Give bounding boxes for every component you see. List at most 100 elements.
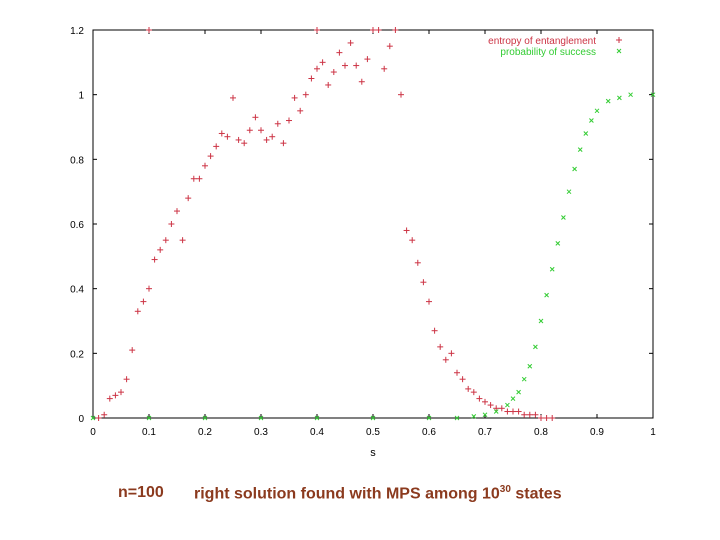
point-entropy-of-entanglement [504,408,511,415]
x-tick-label: 0.8 [534,427,548,438]
point-entropy-of-entanglement [302,91,309,98]
point-entropy-of-entanglement [118,389,124,396]
point-entropy-of-entanglement [543,415,550,421]
point-probability-of-success [521,376,527,382]
point-entropy-of-entanglement [398,91,404,98]
legend-label: probability of success [500,47,596,58]
point-entropy-of-entanglement [448,350,455,357]
caption-exponent: 30 [499,484,511,495]
point-entropy-of-entanglement [106,395,113,402]
point-probability-of-success [617,95,622,101]
y-tick-label: 0.6 [70,220,84,231]
point-entropy-of-entanglement [263,136,270,143]
x-tick-label: 0.3 [254,427,268,438]
point-entropy-of-entanglement [532,411,539,418]
point-entropy-of-entanglement [431,327,438,334]
point-entropy-of-entanglement [370,27,376,33]
point-entropy-of-entanglement [190,175,197,182]
point-entropy-of-entanglement [123,376,130,383]
point-entropy-of-entanglement [319,59,326,66]
point-entropy-of-entanglement [487,402,494,409]
point-probability-of-success [471,414,477,419]
point-entropy-of-entanglement [168,221,175,227]
point-entropy-of-entanglement [146,27,152,33]
point-entropy-of-entanglement [134,308,141,315]
x-tick-label: 0.9 [590,427,604,438]
point-entropy-of-entanglement [274,120,281,127]
point-probability-of-success [577,147,583,152]
point-entropy-of-entanglement [476,395,483,402]
point-entropy-of-entanglement [325,81,332,88]
point-entropy-of-entanglement [224,133,231,140]
x-tick-label: 0.6 [422,427,436,438]
point-entropy-of-entanglement [314,65,320,72]
point-entropy-of-entanglement [470,389,477,396]
caption-prefix: right solution found with MPS among 10 [194,485,500,503]
point-probability-of-success [516,389,521,395]
point-probability-of-success [561,215,566,220]
x-tick-label: 0.2 [198,427,212,438]
point-entropy-of-entanglement [157,246,164,253]
point-entropy-of-entanglement [414,259,421,266]
point-entropy-of-entanglement [358,78,365,85]
point-entropy-of-entanglement [381,65,388,72]
point-entropy-of-entanglement [498,405,505,412]
point-entropy-of-entanglement [162,237,169,244]
point-probability-of-success [454,415,460,421]
point-probability-of-success [555,241,561,246]
point-entropy-of-entanglement [146,285,152,292]
point-entropy-of-entanglement [403,227,410,234]
point-probability-of-success [549,266,555,272]
point-probability-of-success [90,415,96,421]
point-probability-of-success [544,292,549,298]
point-probability-of-success [538,318,544,324]
y-tick-label: 0.8 [70,155,84,166]
point-probability-of-success [370,415,376,421]
point-probability-of-success [510,396,516,401]
point-entropy-of-entanglement [252,114,259,121]
point-entropy-of-entanglement [101,411,108,418]
legend-marker [616,37,622,43]
x-tick-label: 0.5 [366,427,380,438]
point-entropy-of-entanglement [420,279,427,286]
caption-right: right solution found with MPS among 1030… [194,484,562,503]
point-probability-of-success [589,118,594,123]
point-entropy-of-entanglement [454,369,460,376]
point-entropy-of-entanglement [95,415,102,421]
point-entropy-of-entanglement [437,343,444,350]
point-entropy-of-entanglement [218,130,225,137]
point-entropy-of-entanglement [185,195,192,202]
legend-marker [616,48,622,54]
x-tick-label: 1 [650,427,656,438]
point-entropy-of-entanglement [112,392,119,399]
point-entropy-of-entanglement [409,237,416,244]
point-probability-of-success [566,189,572,195]
point-entropy-of-entanglement [174,208,180,215]
caption-suffix: states [510,485,562,503]
point-probability-of-success [493,409,499,414]
point-entropy-of-entanglement [314,27,320,33]
point-entropy-of-entanglement [442,356,449,363]
point-probability-of-success [505,402,510,408]
point-probability-of-success [258,415,264,421]
point-entropy-of-entanglement [129,347,136,354]
point-entropy-of-entanglement [347,39,354,46]
point-entropy-of-entanglement [336,49,343,56]
point-entropy-of-entanglement [465,385,472,392]
point-entropy-of-entanglement [493,405,500,412]
point-probability-of-success [426,415,432,421]
point-probability-of-success [533,344,538,350]
x-tick-label: 0.1 [142,427,156,438]
point-probability-of-success [605,98,611,104]
point-entropy-of-entanglement [510,408,516,415]
y-tick-label: 1.2 [70,26,84,37]
point-probability-of-success [527,363,533,369]
x-axis-label: s [370,447,376,459]
point-entropy-of-entanglement [297,107,304,114]
point-entropy-of-entanglement [392,27,399,33]
point-entropy-of-entanglement [196,175,203,182]
point-entropy-of-entanglement [538,415,544,421]
point-probability-of-success [650,92,656,98]
y-tick-label: 1 [78,91,84,102]
